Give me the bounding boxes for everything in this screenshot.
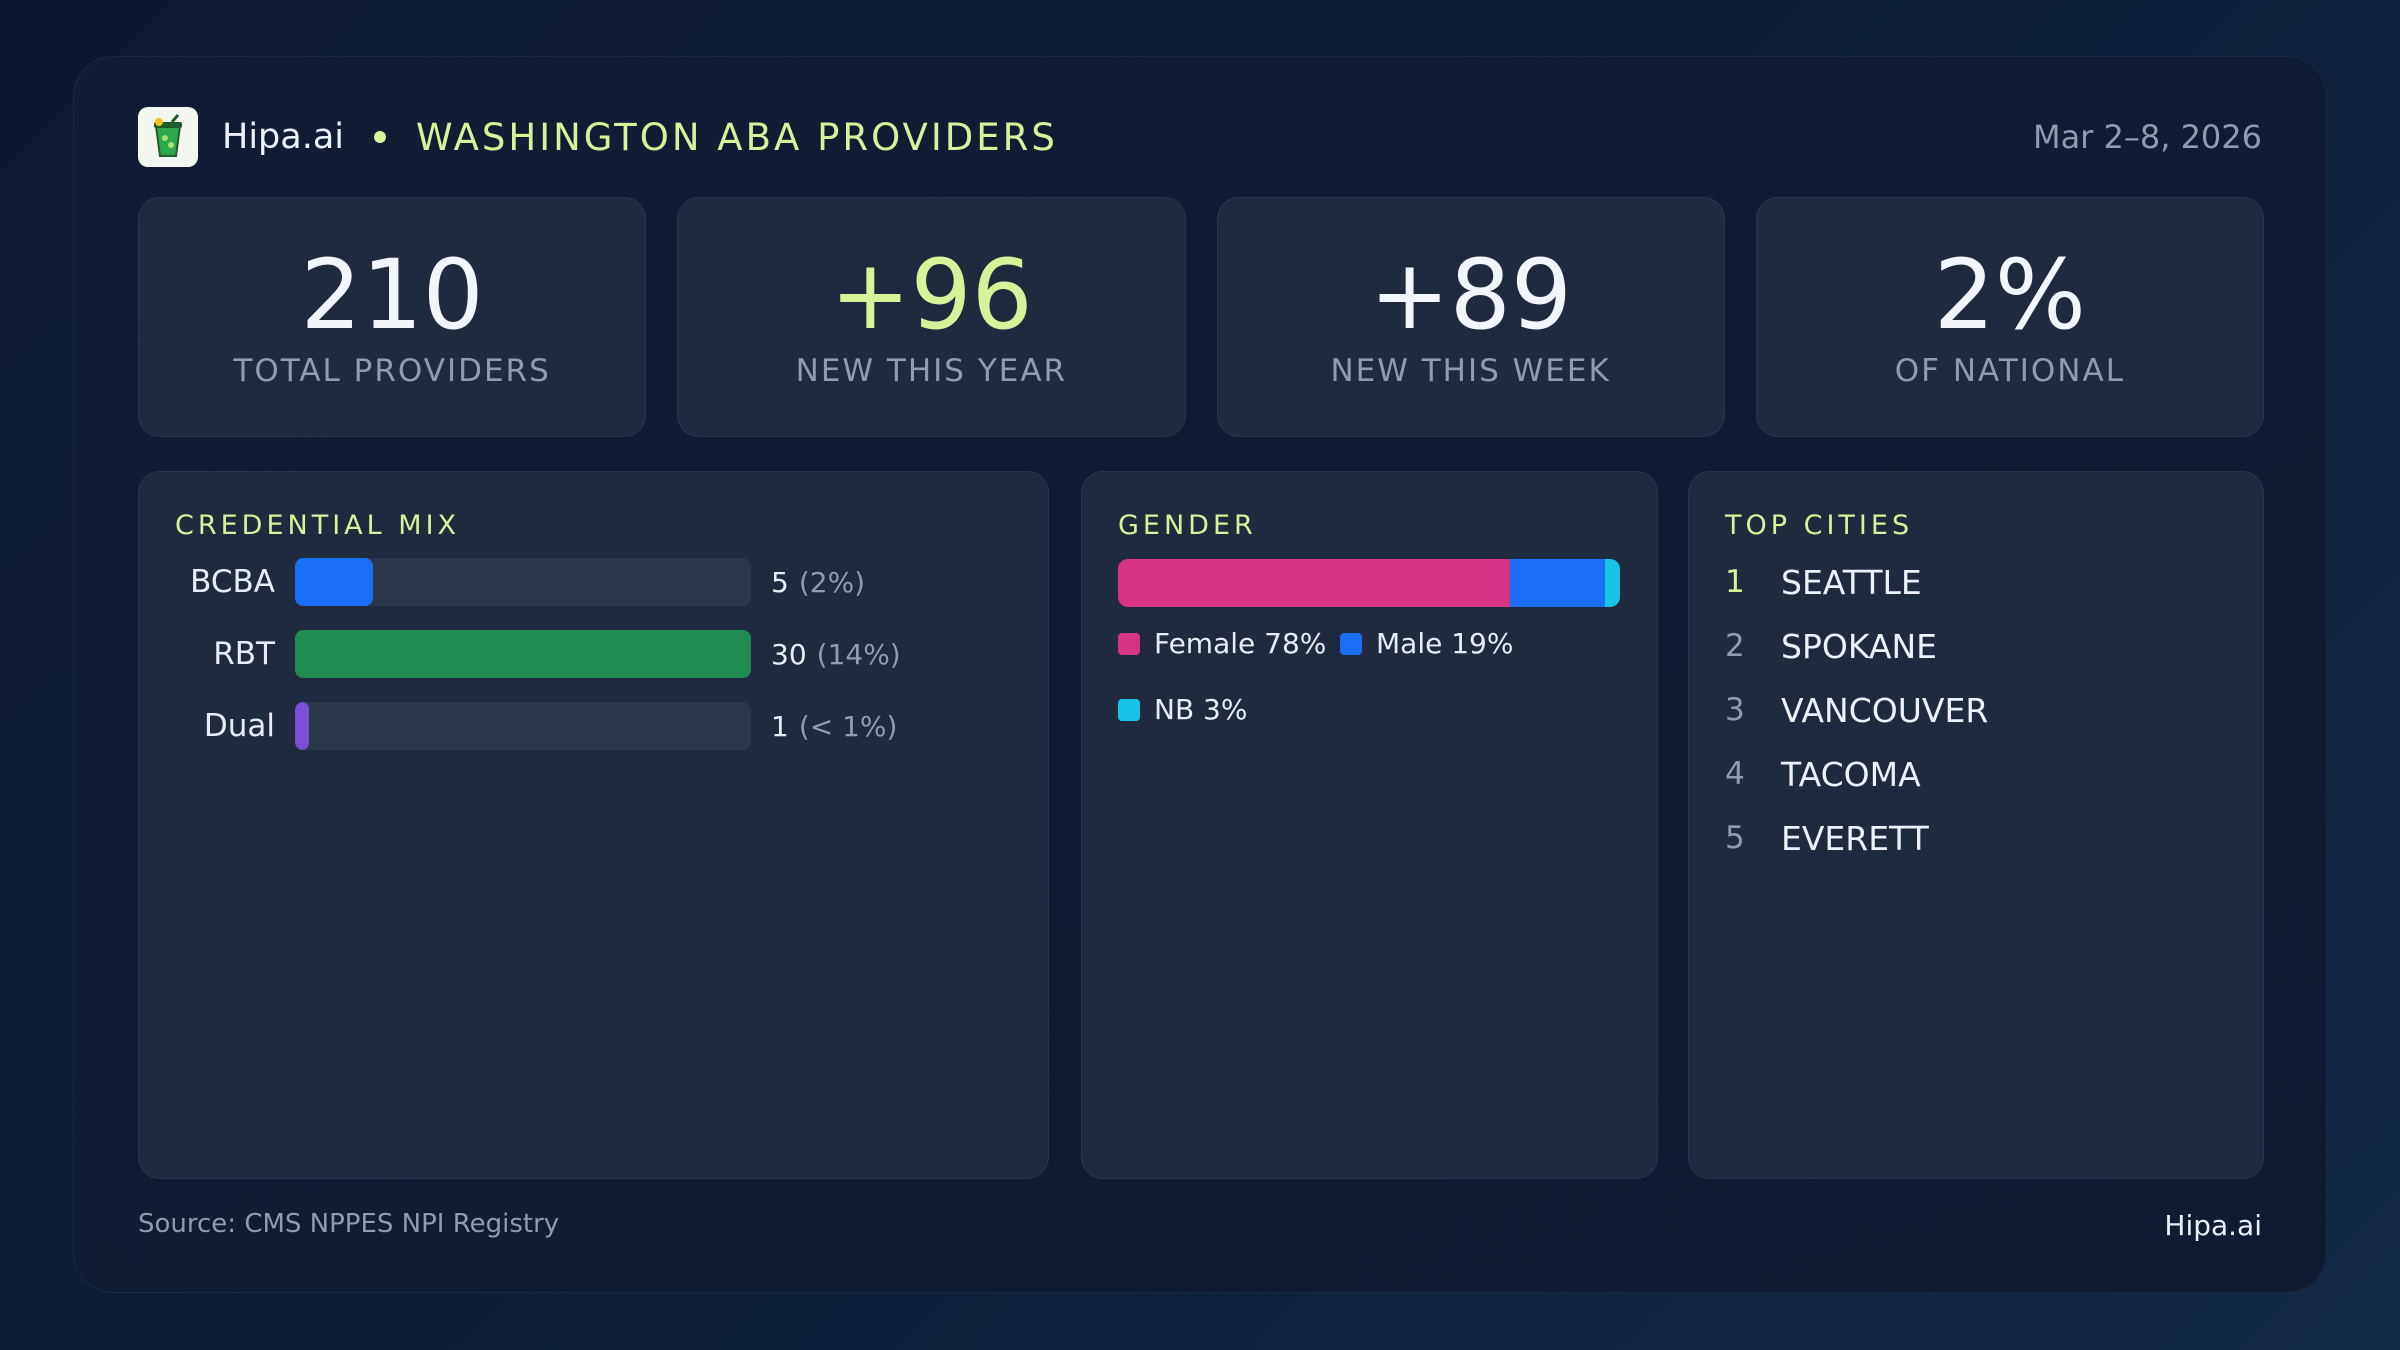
city-item: 5 EVERETT: [1725, 818, 1929, 858]
legend-swatch: [1118, 632, 1140, 655]
city-name: VANCOUVER: [1781, 690, 1989, 730]
legend-label: Female 78%: [1154, 627, 1327, 660]
stat-label: TOTAL PROVIDERS: [233, 353, 551, 390]
legend-swatch: [1118, 698, 1140, 721]
city-name: SEATTLE: [1781, 562, 1922, 602]
city-name: TACOMA: [1781, 754, 1921, 794]
header: Hipa.ai WASHINGTON ABA PROVIDERS Mar 2–8…: [138, 107, 2262, 167]
panel-title: TOP CITIES: [1725, 510, 1914, 541]
stat-label: OF NATIONAL: [1894, 353, 2125, 390]
credential-percent: (14%): [816, 637, 901, 671]
city-item: 1 SEATTLE: [1725, 562, 1922, 602]
stats-row: 210 TOTAL PROVIDERS +96 NEW THIS YEAR +8…: [138, 197, 2264, 437]
stat-of-national: 2% OF NATIONAL: [1755, 197, 2264, 437]
credential-percent: (2%): [798, 565, 866, 599]
credential-row-dual: Dual 1 (< 1%): [175, 702, 897, 750]
credential-bar-track: [295, 630, 751, 678]
city-rank: 1: [1725, 564, 1745, 600]
credential-name: RBT: [213, 636, 275, 672]
credential-bar-track: [295, 558, 751, 606]
legend-female: Female 78%: [1118, 627, 1326, 660]
top-cities-panel: TOP CITIES 1 SEATTLE 2 SPOKANE 3 VANCOUV…: [1688, 471, 2264, 1179]
city-rank: 5: [1725, 820, 1745, 856]
date-range: Mar 2–8, 2026: [2032, 118, 2262, 156]
credential-count: 1: [771, 709, 789, 743]
separator-dot: [374, 131, 387, 143]
stat-new-this-year: +96 NEW THIS YEAR: [677, 197, 1186, 437]
page-title: WASHINGTON ABA PROVIDERS: [416, 115, 1058, 159]
credential-bar-fill: [295, 558, 373, 606]
legend-label: Male 19%: [1376, 627, 1514, 660]
gender-stacked-bar: [1118, 559, 1620, 607]
credential-percent: (< 1%): [798, 709, 898, 743]
smoothie-cup-icon: [138, 107, 198, 167]
panel-title: GENDER: [1118, 510, 1257, 541]
stat-total-providers: 210 TOTAL PROVIDERS: [138, 197, 647, 437]
credential-count: 30: [771, 637, 807, 671]
stat-new-this-week: +89 NEW THIS WEEK: [1216, 197, 1725, 437]
legend-nb: NB 3%: [1118, 693, 1247, 726]
credential-bar-fill: [295, 702, 309, 750]
panel-title: CREDENTIAL MIX: [175, 510, 461, 541]
city-rank: 4: [1725, 756, 1745, 792]
city-rank: 3: [1725, 692, 1745, 728]
credential-row-bcba: BCBA 5 (2%): [175, 558, 865, 606]
stat-label: NEW THIS WEEK: [1330, 353, 1611, 390]
stat-value: 210: [300, 238, 484, 351]
footer-brand: Hipa.ai: [2164, 1209, 2262, 1242]
brand-name: Hipa.ai: [222, 117, 345, 157]
gender-segment-nb: [1604, 559, 1620, 607]
credential-mix-panel: CREDENTIAL MIX BCBA 5 (2%) RBT 30 (14%) …: [138, 471, 1049, 1179]
credential-bar-track: [295, 702, 751, 750]
source-note: Source: CMS NPPES NPI Registry: [138, 1209, 560, 1239]
gender-panel: GENDER Female 78% Male 19% NB 3%: [1081, 471, 1658, 1179]
stat-value: +89: [1369, 238, 1572, 351]
credential-count: 5: [771, 565, 789, 599]
city-name: EVERETT: [1781, 818, 1929, 858]
city-item: 2 SPOKANE: [1725, 626, 1937, 666]
stat-value: 2%: [1933, 238, 2087, 351]
credential-bar-fill: [295, 630, 751, 678]
legend-swatch: [1340, 632, 1362, 655]
credential-name: BCBA: [190, 564, 275, 600]
gender-segment-male: [1509, 559, 1605, 607]
city-rank: 2: [1725, 628, 1745, 664]
city-item: 3 VANCOUVER: [1725, 690, 1988, 730]
dashboard-card: Hipa.ai WASHINGTON ABA PROVIDERS Mar 2–8…: [73, 56, 2327, 1293]
city-item: 4 TACOMA: [1725, 754, 1921, 794]
credential-name: Dual: [203, 708, 275, 744]
city-name: SPOKANE: [1781, 626, 1937, 666]
legend-label: NB 3%: [1154, 693, 1248, 726]
gender-segment-female: [1118, 559, 1510, 607]
credential-row-rbt: RBT 30 (14%): [175, 630, 901, 678]
legend-male: Male 19%: [1340, 627, 1513, 660]
stat-label: NEW THIS YEAR: [795, 353, 1068, 390]
stat-value: +96: [830, 238, 1033, 351]
